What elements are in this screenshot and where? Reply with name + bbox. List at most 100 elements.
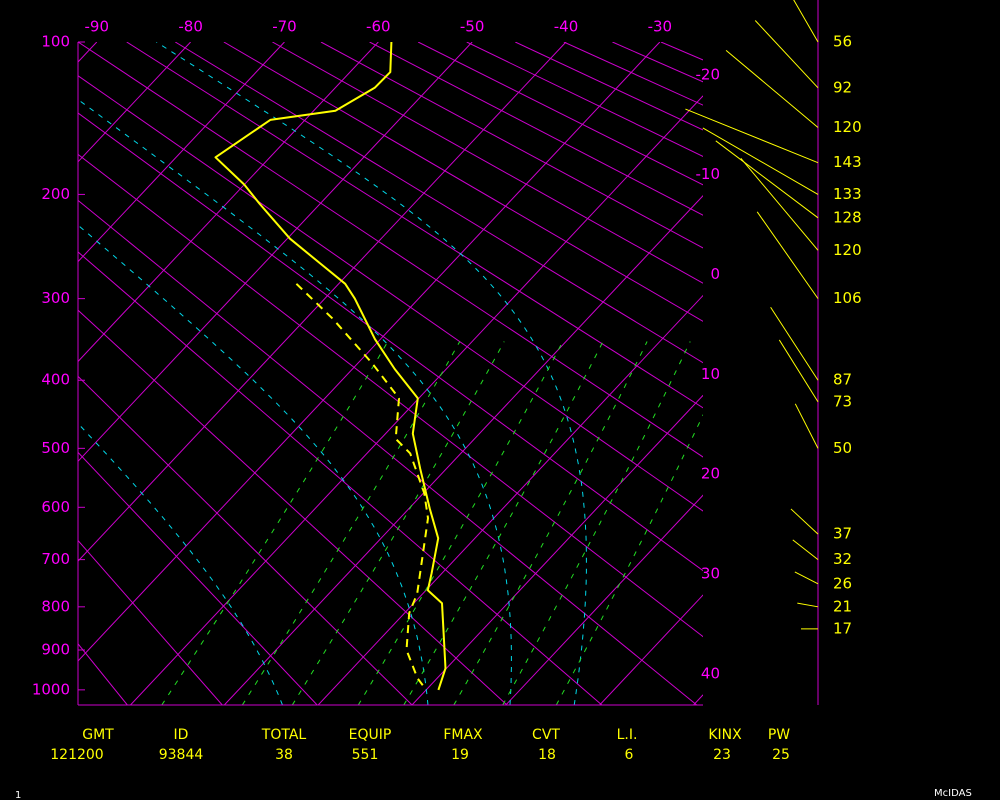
wind-vector — [740, 158, 819, 251]
index-header: PW — [768, 727, 790, 743]
dry-adiabat — [78, 75, 703, 512]
wind-speed-label: 21 — [833, 597, 852, 615]
wind-vector — [792, 539, 819, 561]
isotherm — [505, 494, 703, 705]
footer-left: 1 — [15, 790, 21, 800]
wind-speed-label: 120 — [833, 241, 862, 259]
wind-speed-label: 92 — [833, 78, 852, 96]
wind-speed-label: 128 — [833, 208, 862, 226]
isotherm-label: -10 — [696, 165, 721, 183]
isotherm — [78, 42, 285, 263]
sounding — [214, 42, 447, 691]
wind-speed-label: 17 — [833, 619, 852, 637]
wind-vector — [702, 127, 819, 195]
y-tick-label: 1000 — [32, 680, 70, 698]
dry-adiabat — [369, 42, 703, 216]
diagram-lines — [78, 42, 703, 705]
wind-speed-label: 120 — [833, 118, 862, 136]
wind-speed-label: 133 — [833, 185, 862, 203]
wind-vector — [770, 307, 819, 381]
x-tick-label: -80 — [178, 18, 203, 36]
mixing-ratio-line — [291, 341, 505, 705]
wind-vector — [794, 403, 819, 449]
index-value: 121200 — [50, 747, 103, 763]
moist-adiabat — [78, 422, 283, 705]
dry-adiabat — [78, 451, 318, 705]
wind-speed-label: 87 — [833, 371, 852, 389]
y-tick-label: 500 — [41, 439, 70, 457]
index-header: CVT — [532, 727, 560, 743]
mixing-ratio-line — [453, 341, 648, 705]
isotherm — [223, 195, 703, 705]
index-value: 19 — [451, 747, 469, 763]
wind-vector — [790, 508, 819, 535]
isotherm — [78, 42, 379, 363]
y-tick-label: 300 — [41, 289, 70, 307]
y-tick-label: 800 — [41, 597, 70, 615]
wind-speed-label: 73 — [833, 392, 852, 410]
wind-vector — [794, 571, 819, 585]
y-tick-label: 100 — [41, 33, 70, 51]
dry-adiabat — [417, 42, 703, 186]
y-tick-label: 600 — [41, 498, 70, 516]
wind-vector — [685, 108, 819, 164]
index-header: GMT — [82, 727, 114, 743]
y-tick-label: 200 — [41, 185, 70, 203]
index-header: EQUIP — [349, 727, 392, 743]
y-tick-label: 400 — [41, 371, 70, 389]
index-header: L.I. — [617, 727, 638, 743]
wind-speed-label: 50 — [833, 439, 852, 457]
wind-speed-label: 106 — [833, 289, 862, 307]
index-value: 93844 — [159, 747, 204, 763]
dry-adiabat — [78, 309, 508, 705]
index-value: 551 — [352, 747, 379, 763]
wind-speed-label: 32 — [833, 550, 852, 568]
dry-adiabat — [320, 42, 703, 249]
index-value: 38 — [275, 747, 293, 763]
index-header: KINX — [708, 727, 742, 743]
index-value: 25 — [772, 747, 790, 763]
dry-adiabat — [223, 42, 703, 322]
isotherm-label: 30 — [701, 565, 720, 583]
index-header: FMAX — [443, 727, 483, 743]
footer-right: McIDAS — [934, 788, 972, 799]
index-value: 18 — [538, 747, 556, 763]
moist-adiabat — [78, 224, 429, 705]
isotherm — [78, 42, 473, 463]
y-tick-label: 700 — [41, 550, 70, 568]
wind-vector — [797, 602, 819, 608]
wind-vector — [754, 20, 819, 89]
isotherm-label: -20 — [696, 65, 721, 83]
y-tick-label: 900 — [41, 640, 70, 658]
isotherm-label: 0 — [710, 265, 720, 283]
dewpoint-line — [295, 283, 429, 691]
index-value: 23 — [713, 747, 731, 763]
mixing-ratio-line — [357, 341, 564, 705]
index-value: 6 — [625, 747, 634, 763]
x-tick-label: -90 — [85, 18, 110, 36]
dry-adiabat — [78, 112, 703, 572]
dry-adiabat — [78, 375, 413, 705]
isotherm — [317, 294, 703, 705]
isotherm-label: 10 — [701, 365, 720, 383]
dry-adiabat — [175, 42, 703, 364]
index-header: ID — [174, 727, 189, 743]
wind-vector — [725, 49, 819, 128]
wind-vector — [756, 211, 819, 299]
isotherm — [78, 42, 567, 562]
dry-adiabat — [126, 42, 703, 409]
dry-adiabat — [78, 199, 698, 705]
wind-speed-label: 56 — [833, 33, 852, 51]
dry-adiabat — [78, 251, 603, 705]
mixing-ratio-line — [241, 341, 461, 705]
wind-vector — [778, 339, 819, 403]
isotherm — [78, 42, 191, 163]
isotherm — [411, 394, 703, 705]
mixing-ratio-line — [403, 341, 604, 705]
dry-adiabat — [466, 42, 703, 157]
mixing-ratio-line — [502, 341, 691, 705]
temperature-line — [214, 42, 447, 691]
